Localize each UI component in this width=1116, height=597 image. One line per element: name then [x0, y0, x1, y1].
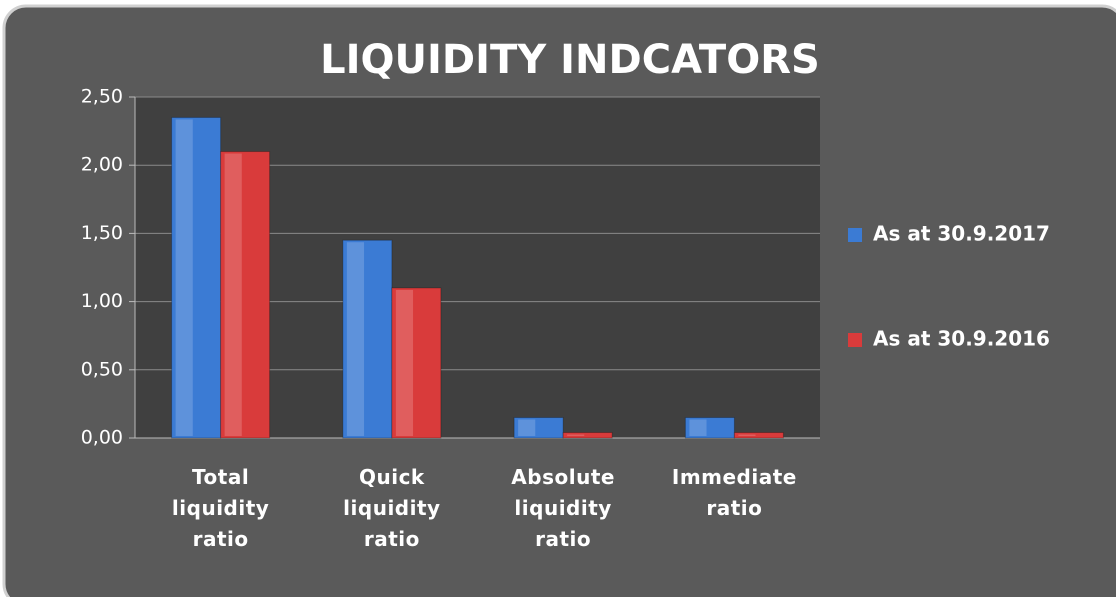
- bar: [733, 432, 784, 439]
- bar-highlight: [395, 289, 414, 436]
- x-tick-label: Immediate ratio: [671, 465, 797, 520]
- legend-label: As at 30.9.2016: [873, 327, 1050, 351]
- y-tick-label: 1,00: [81, 290, 123, 312]
- x-tick-label: Absolute liquidity ratio: [511, 465, 615, 551]
- bar: [220, 151, 271, 439]
- legend-swatch: [848, 333, 862, 347]
- bar-highlight: [346, 242, 365, 436]
- bar: [562, 432, 613, 439]
- y-tick-label: 0,00: [81, 427, 123, 449]
- chart-title: LIQUIDITY INDCATORS: [320, 37, 820, 83]
- bar: [342, 239, 393, 439]
- bar-highlight: [518, 419, 536, 436]
- bar-highlight: [175, 119, 193, 437]
- y-tick-label: 1,50: [81, 222, 123, 244]
- bar-highlight: [738, 434, 756, 436]
- bar: [171, 116, 222, 439]
- y-tick-label: 0,50: [81, 358, 123, 380]
- x-tick-label: Total liquidity ratio: [171, 465, 270, 551]
- x-tick-label: Quick liquidity ratio: [343, 465, 441, 551]
- y-tick-label: 2,50: [81, 86, 123, 108]
- bar-highlight: [224, 153, 242, 436]
- y-tick-label: 2,00: [81, 154, 123, 176]
- bar-highlight: [567, 434, 585, 436]
- bar: [684, 417, 735, 439]
- bar: [513, 417, 564, 439]
- legend-label: As at 30.9.2017: [873, 222, 1050, 246]
- bar: [391, 287, 442, 439]
- legend-swatch: [848, 228, 862, 242]
- bar-highlight: [689, 419, 707, 436]
